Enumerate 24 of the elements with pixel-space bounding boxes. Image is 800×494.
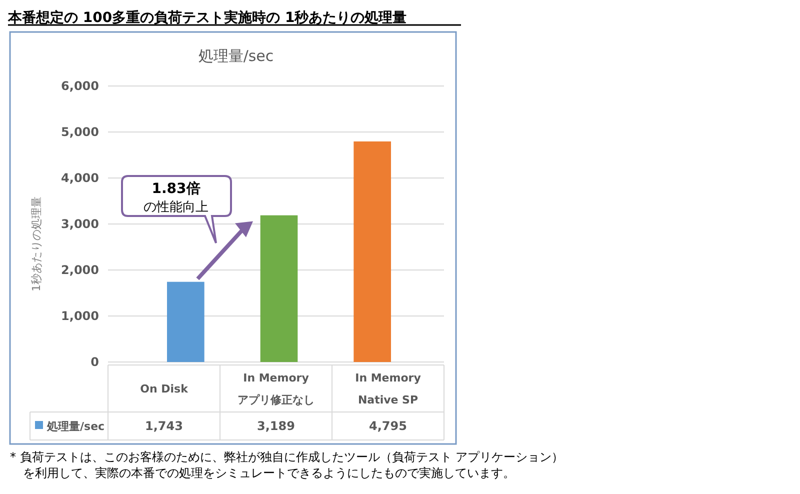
chart-subtitle: 処理量/sec: [198, 47, 274, 65]
bar: [167, 282, 204, 362]
x-tick-label: In Memory アプリ修正なし: [238, 372, 314, 406]
y-tick-label: 0: [90, 355, 99, 369]
y-tick-label: 4,000: [61, 171, 99, 185]
x-tick-label: On Disk: [140, 382, 189, 396]
y-axis-title: 1秒あたりの処理量: [30, 196, 43, 292]
x-tick-label: In Memory Native SP: [355, 372, 421, 406]
data-label: 1,743: [145, 419, 183, 433]
y-tick-label: 2,000: [61, 263, 99, 277]
data-label: 3,189: [257, 419, 295, 433]
y-tick-label: 5,000: [61, 125, 99, 139]
chart-title: 本番想定の 100多重の負荷テスト実施時の 1秒あたりの処理量: [7, 9, 407, 26]
y-tick-label: 1,000: [61, 309, 99, 323]
y-tick-label: 6,000: [61, 79, 99, 93]
text: を利用して、実際の本番での処理をシミュレートできるようにしたもので実施しています。: [23, 466, 515, 480]
annotation: の性能向上: [144, 200, 208, 215]
data-label: 4,795: [369, 419, 407, 433]
legend-label: 処理量/sec: [46, 420, 105, 433]
bar: [260, 215, 298, 362]
bar: [354, 141, 391, 362]
y-tick-label: 3,000: [61, 217, 99, 231]
annotation: 1.83倍: [152, 180, 200, 197]
text: * 負荷テストは、このお客様のために、弊社が独自に作成したツール（負荷テスト アプリケーション）: [10, 450, 564, 464]
